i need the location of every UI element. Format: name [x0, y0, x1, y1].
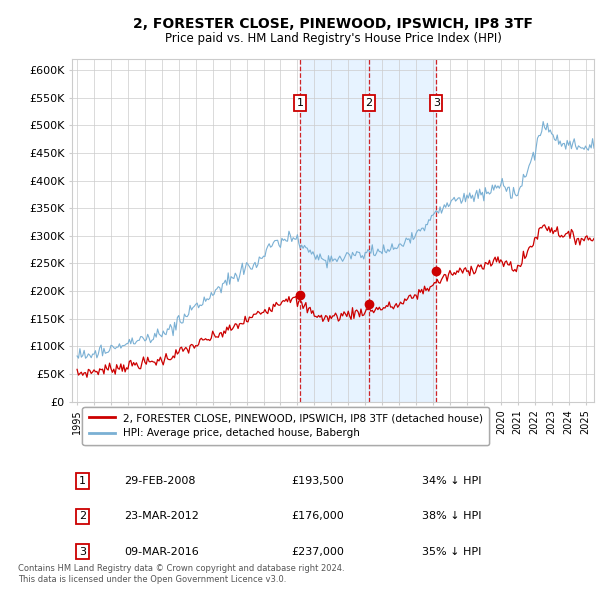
Text: 23-MAR-2012: 23-MAR-2012 [124, 512, 199, 522]
Text: 1: 1 [79, 476, 86, 486]
Text: £193,500: £193,500 [291, 476, 344, 486]
Text: 3: 3 [433, 98, 440, 108]
Text: 2, FORESTER CLOSE, PINEWOOD, IPSWICH, IP8 3TF: 2, FORESTER CLOSE, PINEWOOD, IPSWICH, IP… [133, 17, 533, 31]
Text: 29-FEB-2008: 29-FEB-2008 [124, 476, 196, 486]
Text: 2: 2 [365, 98, 373, 108]
Text: Contains HM Land Registry data © Crown copyright and database right 2024.: Contains HM Land Registry data © Crown c… [18, 565, 344, 573]
Text: 35% ↓ HPI: 35% ↓ HPI [422, 547, 481, 557]
Text: 1: 1 [296, 98, 304, 108]
Bar [369, 59, 436, 402]
Text: 09-MAR-2016: 09-MAR-2016 [124, 547, 199, 557]
Text: £237,000: £237,000 [291, 547, 344, 557]
Text: Price paid vs. HM Land Registry's House Price Index (HPI): Price paid vs. HM Land Registry's House … [164, 32, 502, 45]
Text: £176,000: £176,000 [291, 512, 344, 522]
Text: 38% ↓ HPI: 38% ↓ HPI [422, 512, 481, 522]
Bar [300, 59, 369, 402]
Text: 3: 3 [79, 547, 86, 557]
Text: This data is licensed under the Open Government Licence v3.0.: This data is licensed under the Open Gov… [18, 575, 286, 584]
Legend: 2, FORESTER CLOSE, PINEWOOD, IPSWICH, IP8 3TF (detached house), HPI: Average pri: 2, FORESTER CLOSE, PINEWOOD, IPSWICH, IP… [82, 407, 490, 445]
Text: 2: 2 [79, 512, 86, 522]
Text: 34% ↓ HPI: 34% ↓ HPI [422, 476, 481, 486]
